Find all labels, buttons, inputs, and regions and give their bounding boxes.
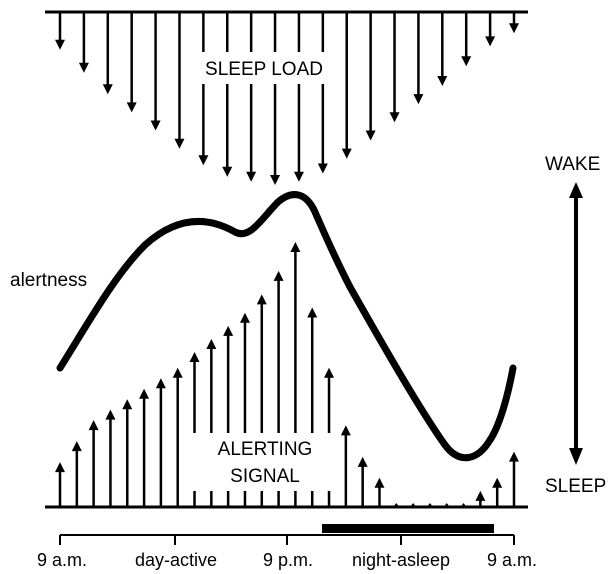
alerting-label-line2: SIGNAL — [230, 466, 300, 487]
sleep-load-arrow — [150, 12, 161, 131]
sleep-load-arrow — [509, 12, 519, 34]
alerting-arrow — [71, 441, 82, 507]
alerting-arrow — [393, 503, 400, 507]
sleep-load-arrow — [55, 12, 65, 50]
sleep-load-arrow — [293, 12, 304, 182]
sleep-load-arrow — [461, 12, 472, 67]
sleep-load-arrows — [45, 10, 528, 185]
alerting-arrow — [105, 409, 116, 507]
alerting-arrow — [55, 462, 65, 507]
alerting-arrow — [509, 451, 519, 507]
sleep-load-label: SLEEP LOAD — [205, 59, 323, 80]
night-bar — [322, 524, 494, 533]
double-headed-vertical-arrow-icon — [569, 182, 583, 465]
alerting-arrow — [492, 477, 503, 507]
sleep-load-arrow — [317, 12, 328, 174]
sleep-load-arrow — [270, 12, 281, 185]
time-axis: 9 a.m. day-active 9 p.m. night-asleep 9 … — [37, 524, 537, 570]
sleep-load-arrow — [365, 12, 376, 141]
sleep-load-arrow — [222, 12, 233, 177]
alerting-signal-arrows — [45, 242, 528, 509]
alerting-arrow — [443, 503, 450, 507]
alertness-curve — [56, 191, 517, 462]
sleep-label: SLEEP — [545, 476, 606, 497]
alerting-arrow — [139, 388, 150, 507]
axis-label-end: 9 a.m. — [487, 550, 537, 570]
alerting-arrow — [374, 477, 385, 507]
axis-label-night: night-asleep — [352, 550, 450, 570]
alerting-label-bg — [193, 433, 338, 491]
sleep-load-arrow — [437, 12, 448, 86]
sleep-load-arrow — [413, 12, 424, 105]
wake-label: WAKE — [545, 154, 600, 175]
sleep-load-arrow — [102, 12, 113, 95]
alerting-arrow — [88, 420, 99, 507]
sleep-load-arrow — [485, 12, 496, 47]
axis-label-start: 9 a.m. — [37, 550, 87, 570]
sleep-load-arrow — [341, 12, 352, 159]
sleep-load-arrow — [389, 12, 400, 123]
sleep-load-arrow — [246, 12, 257, 182]
alerting-arrow — [122, 399, 133, 507]
sleep-load-arrow — [126, 12, 137, 113]
alerting-arrow — [172, 367, 183, 507]
alertness-label: alertness — [10, 270, 87, 291]
alerting-arrow — [475, 490, 486, 507]
alerting-arrow — [357, 456, 368, 507]
alerting-arrow — [410, 503, 417, 507]
axis-label-day: day-active — [135, 550, 217, 570]
alertness-label-bg — [8, 266, 102, 292]
alerting-arrow — [340, 425, 351, 507]
sleep-load-arrow — [78, 12, 89, 73]
axis-label-evening: 9 p.m. — [263, 550, 313, 570]
sleep-load-arrow — [174, 12, 185, 149]
alerting-arrow — [155, 378, 166, 507]
sleep-load-arrow — [198, 12, 209, 166]
alerting-label-line1: ALERTING — [218, 439, 313, 460]
sleep-load-label-bg — [190, 52, 340, 84]
alerting-arrow — [426, 503, 433, 507]
alerting-arrow — [460, 503, 467, 507]
